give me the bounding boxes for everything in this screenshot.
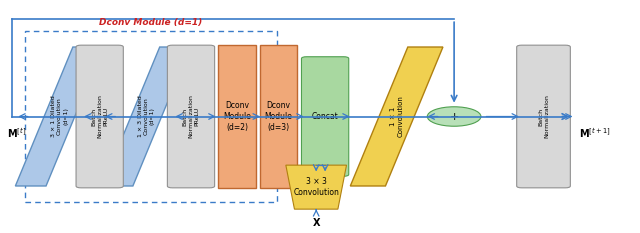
Text: Batch
Normalization: Batch Normalization [538, 95, 549, 138]
FancyBboxPatch shape [301, 57, 349, 176]
Text: 1 × 1
Convolution: 1 × 1 Convolution [390, 96, 403, 137]
Text: $\mathbf{M}^{[t]}$: $\mathbf{M}^{[t]}$ [7, 126, 26, 140]
Text: $\mathbf{X}$: $\mathbf{X}$ [312, 216, 321, 228]
Circle shape [428, 107, 481, 126]
Text: Dconv
Module
(d=2): Dconv Module (d=2) [223, 101, 251, 132]
Text: Batch
Normalization
PReLU: Batch Normalization PReLU [182, 95, 200, 138]
Text: 1 × 3 Dilated
Convolution
(d=1): 1 × 3 Dilated Convolution (d=1) [138, 96, 155, 137]
Text: Dconv Module (d=1): Dconv Module (d=1) [99, 18, 202, 27]
FancyBboxPatch shape [516, 45, 570, 188]
Polygon shape [350, 47, 443, 186]
Text: $\mathbf{M}^{[t+1]}$: $\mathbf{M}^{[t+1]}$ [579, 126, 611, 140]
Polygon shape [286, 165, 346, 209]
FancyBboxPatch shape [168, 45, 214, 188]
Text: 3 × 3
Convolution: 3 × 3 Convolution [293, 178, 339, 197]
Text: Concat: Concat [312, 112, 339, 121]
Text: 3 × 1 Dilated
Convolution
(d=1): 3 × 1 Dilated Convolution (d=1) [51, 96, 68, 137]
Polygon shape [102, 47, 190, 186]
Polygon shape [15, 47, 104, 186]
Bar [260, 45, 297, 188]
Text: Batch
Normalization
PReLU: Batch Normalization PReLU [91, 95, 108, 138]
Text: Dconv
Module
(d=3): Dconv Module (d=3) [264, 101, 292, 132]
Bar [25, 31, 277, 202]
Text: +: + [449, 112, 459, 121]
FancyBboxPatch shape [76, 45, 124, 188]
Bar [218, 45, 255, 188]
